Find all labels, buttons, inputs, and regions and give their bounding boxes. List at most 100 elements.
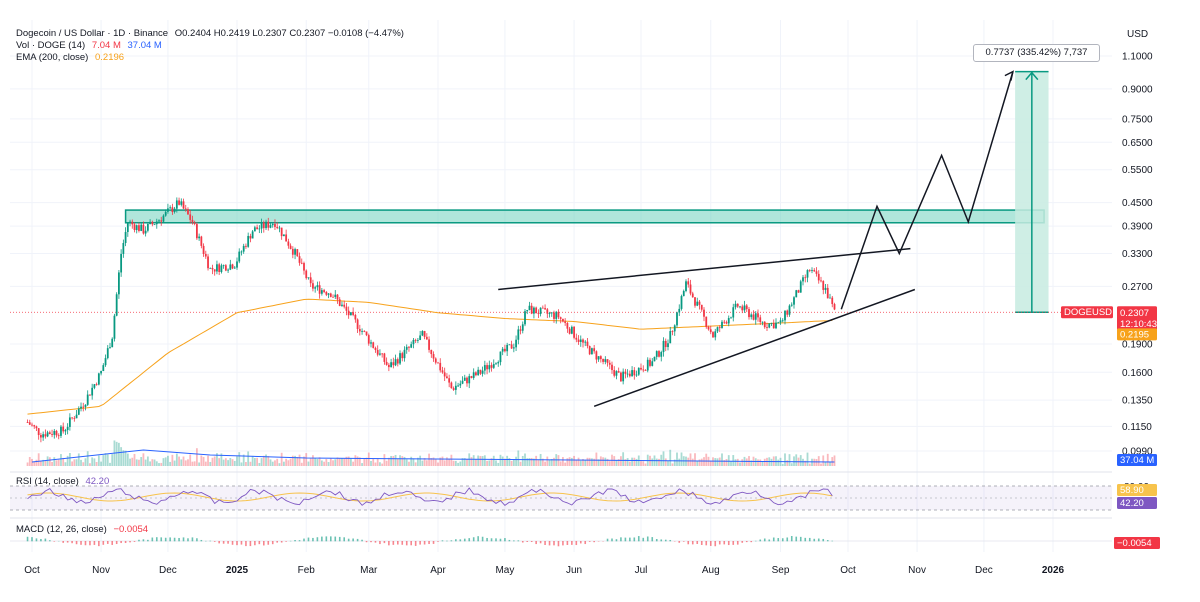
volume-bar bbox=[799, 455, 802, 466]
rsi-legend[interactable]: RSI (14, close) 42.20 bbox=[16, 476, 109, 487]
macd-histogram-bar bbox=[356, 538, 359, 542]
macd-histogram-bar bbox=[423, 541, 426, 545]
volume-bar bbox=[336, 457, 339, 466]
volume-bar bbox=[191, 461, 194, 466]
macd-histogram-bar bbox=[472, 537, 475, 542]
candle-body bbox=[376, 349, 379, 355]
volume-bar bbox=[499, 454, 502, 466]
candle-body bbox=[528, 305, 531, 310]
candle-body bbox=[164, 211, 167, 216]
volume-bar bbox=[149, 461, 151, 466]
candle-body bbox=[667, 343, 669, 348]
volume-bar bbox=[104, 453, 107, 466]
volume-bar bbox=[265, 454, 267, 466]
candle-body bbox=[91, 387, 94, 396]
macd-legend[interactable]: MACD (12, 26, close) −0.0054 bbox=[16, 524, 148, 535]
volume-bar bbox=[497, 462, 500, 466]
macd-histogram-bar bbox=[263, 541, 265, 546]
volume-bar bbox=[151, 459, 154, 466]
candle-body bbox=[441, 370, 444, 373]
candle-body bbox=[238, 251, 241, 262]
macd-histogram-bar bbox=[245, 541, 247, 547]
measure-label[interactable]: 0.7737 (335.42%) 7,737 bbox=[973, 44, 1100, 62]
volume-bar bbox=[162, 458, 165, 466]
candle-body bbox=[396, 359, 399, 364]
candle-body bbox=[305, 270, 308, 279]
candle-body bbox=[504, 348, 506, 352]
symbol-tag: DOGEUSD bbox=[1064, 307, 1112, 318]
macd-histogram-bar bbox=[191, 537, 194, 542]
volume-bar bbox=[37, 453, 40, 466]
volume-bar bbox=[323, 461, 325, 466]
candle-body bbox=[790, 304, 793, 306]
macd-histogram-bar bbox=[227, 541, 229, 544]
macd-histogram-bar bbox=[102, 541, 105, 545]
candle-body bbox=[689, 284, 692, 294]
candle-body bbox=[425, 336, 428, 340]
time-tick-label: Jun bbox=[566, 565, 582, 576]
volume-legend[interactable]: Vol · DOGE (14) 7.04 M 37.04 M bbox=[16, 40, 162, 52]
volume-bar bbox=[466, 459, 468, 466]
candle-body bbox=[795, 290, 798, 298]
volume-bar bbox=[664, 458, 667, 466]
volume-bar bbox=[678, 458, 681, 466]
volume-bar bbox=[220, 453, 223, 466]
candle-body bbox=[316, 285, 319, 288]
candle-body bbox=[490, 365, 493, 368]
volume-bar bbox=[291, 455, 294, 466]
volume-bar bbox=[517, 450, 520, 466]
candle-body bbox=[390, 362, 392, 368]
volume-bar bbox=[566, 458, 569, 466]
candle-body bbox=[671, 331, 674, 332]
volume-bar bbox=[573, 455, 575, 466]
candle-body bbox=[314, 287, 317, 289]
candle-body bbox=[408, 346, 410, 348]
candle-body bbox=[276, 226, 279, 229]
candle-body bbox=[60, 426, 62, 436]
candle-body bbox=[649, 359, 651, 366]
volume-bar bbox=[66, 455, 69, 466]
symbol-title[interactable]: Dogecoin / US Dollar · 1D · Binance bbox=[16, 28, 169, 39]
volume-bar bbox=[615, 460, 618, 466]
volume-bar bbox=[448, 458, 451, 466]
candle-body bbox=[191, 219, 194, 223]
macd-histogram-bar bbox=[307, 537, 310, 542]
macd-histogram-bar bbox=[432, 541, 435, 544]
candle-body bbox=[658, 351, 660, 357]
candle-body bbox=[510, 344, 513, 349]
volume-bar bbox=[481, 456, 484, 466]
price-tick-label: 0.3300 bbox=[1122, 249, 1153, 260]
triangle-upper-trendline bbox=[498, 247, 911, 291]
volume-bar bbox=[784, 453, 786, 466]
volume-bar bbox=[249, 461, 252, 466]
macd-histogram-bar bbox=[714, 541, 717, 547]
volume-bar bbox=[651, 458, 654, 466]
volume-bar bbox=[504, 458, 506, 466]
volume-bar bbox=[77, 453, 80, 466]
candle-body bbox=[664, 340, 667, 348]
symbol-legend[interactable]: Dogecoin / US Dollar · 1D · Binance O0.2… bbox=[16, 28, 404, 40]
candle-body bbox=[184, 208, 187, 210]
volume-bar bbox=[501, 456, 504, 466]
candle-body bbox=[189, 214, 192, 220]
candle-body bbox=[544, 308, 546, 310]
volume-bar bbox=[209, 461, 212, 466]
volume-bar bbox=[231, 459, 234, 466]
macd-histogram-bar bbox=[687, 541, 690, 545]
candle-body bbox=[285, 234, 288, 242]
volume-bar bbox=[640, 461, 642, 466]
candle-body bbox=[131, 221, 134, 225]
volume-bar bbox=[718, 457, 721, 466]
candle-body bbox=[151, 221, 154, 225]
candle-body bbox=[55, 430, 58, 436]
volume-label: Vol · DOGE (14) bbox=[16, 40, 86, 51]
ema-legend[interactable]: EMA (200, close) 0.2196 bbox=[16, 52, 124, 64]
candle-body bbox=[363, 330, 366, 332]
volume-bar bbox=[680, 452, 683, 466]
volume-bar bbox=[332, 460, 334, 466]
macd-histogram-bar bbox=[777, 538, 780, 542]
candle-body bbox=[461, 380, 464, 384]
volume-bar bbox=[345, 456, 348, 466]
macd-histogram-bar bbox=[405, 541, 408, 546]
candle-body bbox=[446, 376, 448, 379]
